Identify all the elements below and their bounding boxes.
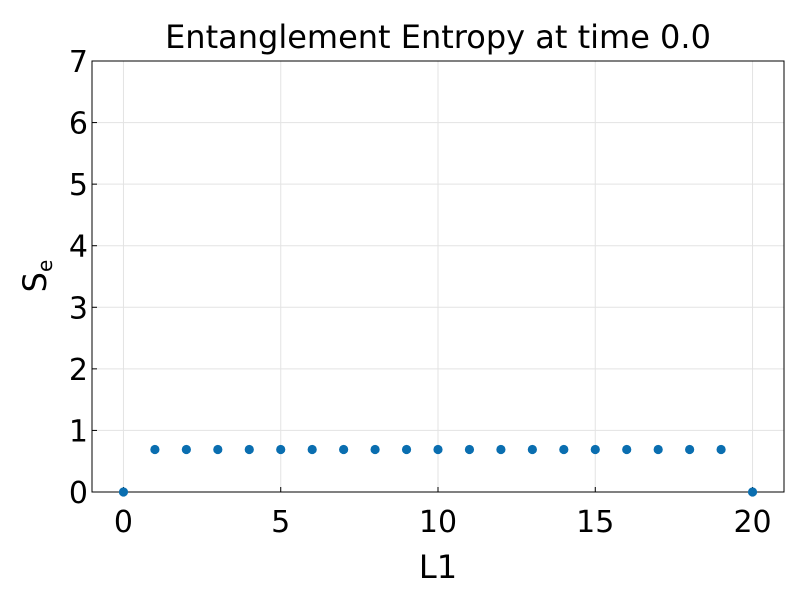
data-point: [244, 444, 254, 455]
x-tick-label: 20: [733, 505, 771, 540]
data-point: [307, 444, 317, 455]
y-tick-label: 1: [69, 414, 88, 449]
x-tick-label: 15: [576, 505, 614, 540]
data-point: [527, 444, 537, 455]
data-point: [653, 444, 663, 455]
y-tick-label: 0: [69, 476, 88, 511]
data-point: [433, 444, 443, 455]
chart-title: Entanglement Entropy at time 0.0: [165, 18, 711, 56]
y-axis-label: Se: [16, 260, 57, 293]
data-point: [150, 444, 160, 455]
svg-text:Se: Se: [16, 260, 57, 293]
x-tick-label: 10: [419, 505, 457, 540]
data-point: [118, 487, 129, 497]
y-tick-labels: 0 1 2 3 4 5 6 7: [69, 45, 88, 511]
data-point: [685, 444, 695, 455]
data-point: [590, 444, 600, 455]
y-tick-label: 6: [69, 107, 88, 142]
y-tick-label: 5: [69, 168, 88, 203]
x-axis-label: L1: [419, 548, 457, 586]
data-point: [370, 444, 380, 455]
y-axis-label-subscript: e: [33, 260, 57, 272]
y-tick-label: 4: [69, 230, 88, 265]
data-point: [496, 444, 506, 455]
y-axis-label-main: S: [16, 272, 54, 292]
grid-lines: [92, 60, 784, 493]
x-tick-labels: 0 5 10 15 20: [114, 505, 772, 540]
data-point: [747, 487, 758, 497]
data-point: [401, 444, 412, 455]
data-point: [716, 444, 726, 455]
y-tick-label: 3: [69, 291, 88, 326]
y-tick-label: 2: [69, 353, 88, 388]
data-point: [464, 444, 475, 455]
data-point: [622, 444, 632, 455]
data-point: [276, 444, 286, 455]
y-tick-label: 7: [69, 45, 88, 80]
data-points: [118, 444, 758, 497]
data-point: [339, 444, 349, 455]
data-point: [181, 444, 191, 455]
x-tick-label: 0: [114, 505, 133, 540]
x-tick-label: 5: [271, 505, 290, 540]
data-point: [559, 444, 569, 455]
data-point: [213, 444, 223, 455]
